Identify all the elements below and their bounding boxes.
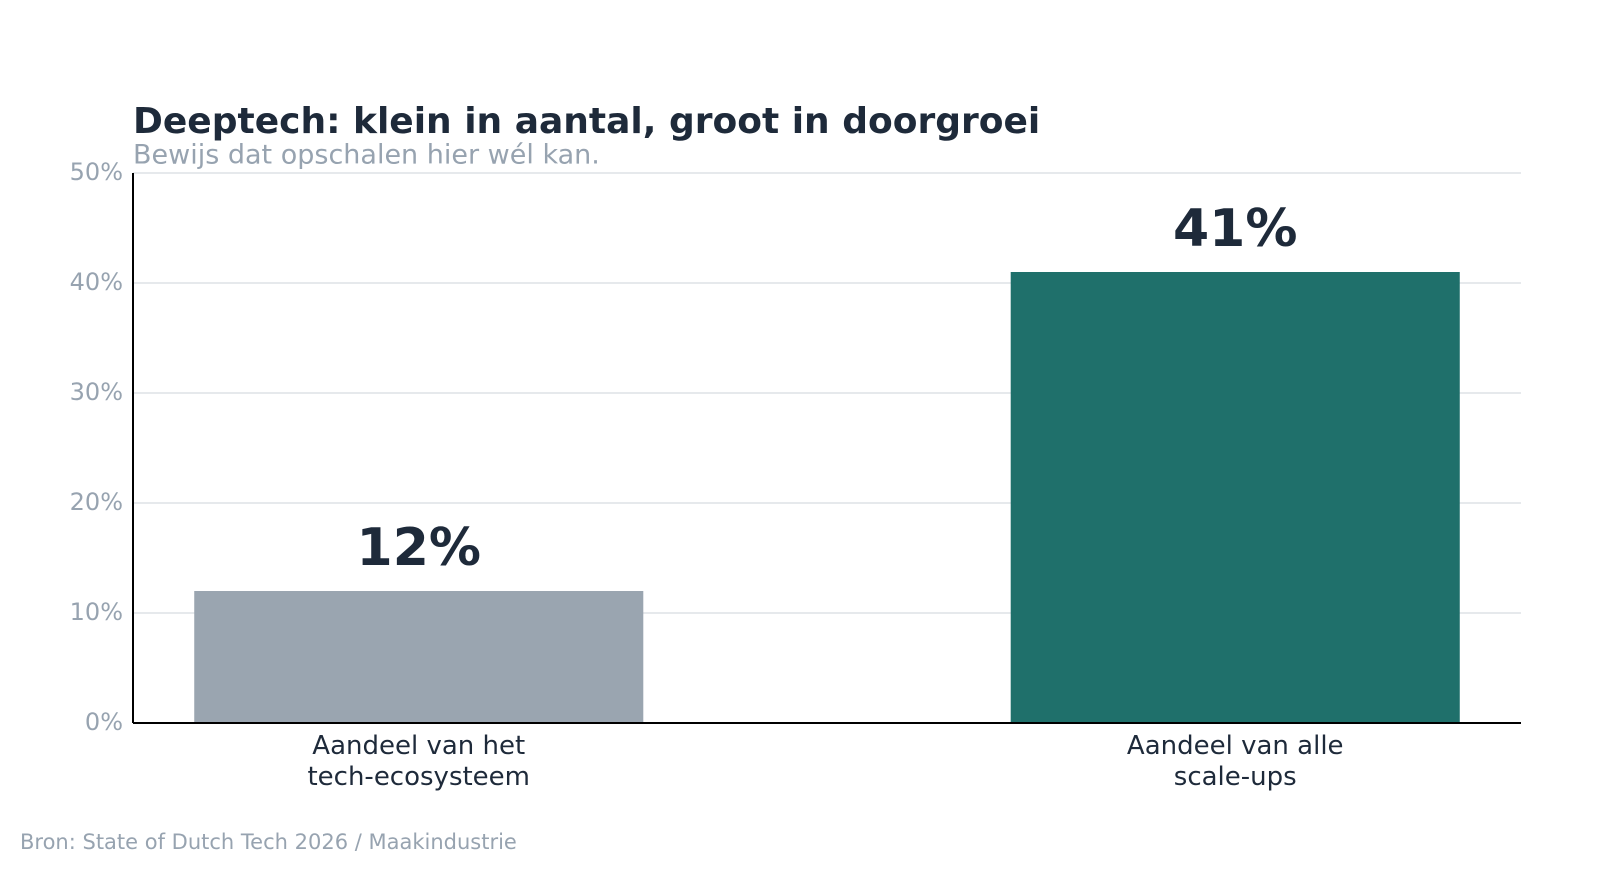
x-tick-label: Aandeel van alle scale-ups bbox=[1126, 731, 1344, 792]
value-label: 41% bbox=[1173, 199, 1297, 259]
source-note: Bron: State of Dutch Tech 2026 / Maakind… bbox=[20, 830, 517, 854]
x-tick-label: Aandeel van het tech-ecosysteem bbox=[307, 731, 531, 792]
y-tick-label: 40% bbox=[70, 268, 123, 296]
y-tick-label: 0% bbox=[85, 708, 123, 736]
bar bbox=[1010, 272, 1460, 723]
y-tick-label: 30% bbox=[70, 378, 123, 406]
bar bbox=[194, 591, 644, 723]
y-tick-label: 50% bbox=[70, 158, 123, 186]
chart-subtitle: Bewijs dat opschalen hier wél kan. bbox=[133, 140, 600, 171]
y-tick-label: 10% bbox=[70, 598, 123, 626]
value-label: 12% bbox=[357, 518, 481, 578]
y-tick-label: 20% bbox=[70, 488, 123, 516]
chart-title: Deeptech: klein in aantal, groot in door… bbox=[133, 101, 1040, 142]
